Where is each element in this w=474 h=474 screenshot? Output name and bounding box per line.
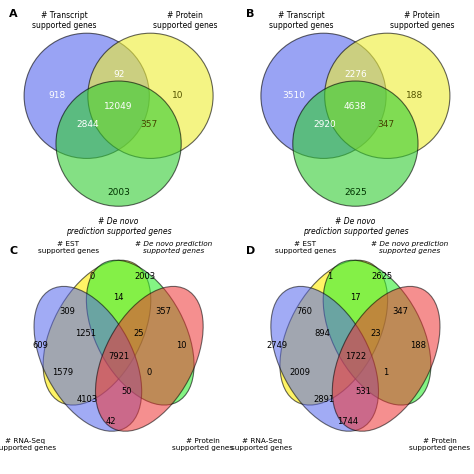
Ellipse shape (271, 286, 379, 431)
Text: 2891: 2891 (313, 395, 334, 404)
Text: 42: 42 (105, 417, 116, 426)
Text: 4638: 4638 (344, 101, 367, 110)
Text: A: A (9, 9, 18, 19)
Ellipse shape (34, 286, 142, 431)
Text: 1: 1 (383, 368, 389, 377)
Text: C: C (9, 246, 18, 256)
Circle shape (24, 33, 149, 158)
Text: # Transcript
supported genes: # Transcript supported genes (32, 11, 97, 30)
Text: 1579: 1579 (52, 368, 73, 377)
Text: 2009: 2009 (289, 368, 310, 377)
Text: # De novo prediction
supported genes: # De novo prediction supported genes (372, 241, 449, 254)
Text: # RNA-Seq
supported genes: # RNA-Seq supported genes (231, 438, 292, 451)
Text: 2003: 2003 (107, 188, 130, 197)
Text: 0: 0 (147, 368, 152, 377)
Text: 1: 1 (327, 273, 332, 282)
Ellipse shape (323, 260, 431, 405)
Text: # Protein
supported genes: # Protein supported genes (172, 438, 233, 451)
Ellipse shape (280, 260, 388, 405)
Text: 2003: 2003 (134, 273, 155, 282)
Text: 10: 10 (176, 341, 186, 350)
Text: # Protein
supported genes: # Protein supported genes (409, 438, 470, 451)
Text: 1722: 1722 (345, 352, 366, 361)
Text: 531: 531 (356, 387, 371, 396)
Text: 2920: 2920 (313, 120, 336, 129)
Circle shape (293, 81, 418, 206)
Text: 2749: 2749 (266, 341, 287, 350)
Text: B: B (246, 9, 255, 19)
Text: 92: 92 (113, 70, 124, 79)
Ellipse shape (43, 260, 151, 405)
Text: 347: 347 (378, 120, 395, 129)
Text: 347: 347 (392, 307, 408, 316)
Text: 10: 10 (172, 91, 183, 100)
Text: 2276: 2276 (344, 70, 367, 79)
Text: 17: 17 (350, 293, 361, 302)
Text: 1251: 1251 (75, 329, 96, 338)
Text: # Protein
supported genes: # Protein supported genes (390, 11, 454, 30)
Text: # De novo prediction
supported genes: # De novo prediction supported genes (135, 241, 212, 254)
Text: D: D (246, 246, 255, 256)
Text: # EST
supported genes: # EST supported genes (275, 241, 336, 254)
Text: 7921: 7921 (108, 352, 129, 361)
Text: 3510: 3510 (283, 91, 305, 100)
Ellipse shape (86, 260, 194, 405)
Text: # De novo
prediction supported genes: # De novo prediction supported genes (302, 217, 408, 237)
Text: 188: 188 (410, 341, 426, 350)
Circle shape (325, 33, 450, 158)
Circle shape (88, 33, 213, 158)
Text: 2625: 2625 (371, 273, 392, 282)
Text: # Transcript
supported genes: # Transcript supported genes (269, 11, 333, 30)
Text: 14: 14 (113, 293, 124, 302)
Text: 12049: 12049 (104, 101, 133, 110)
Circle shape (56, 81, 181, 206)
Text: 2625: 2625 (344, 188, 367, 197)
Text: 2844: 2844 (76, 120, 99, 129)
Text: 50: 50 (121, 387, 132, 396)
Text: # RNA-Seq
supported genes: # RNA-Seq supported genes (0, 438, 56, 451)
Text: # EST
supported genes: # EST supported genes (38, 241, 99, 254)
Text: # De novo
prediction supported genes: # De novo prediction supported genes (66, 217, 172, 237)
Text: 188: 188 (406, 91, 423, 100)
Text: 609: 609 (32, 341, 48, 350)
Text: 25: 25 (134, 329, 145, 338)
Text: 357: 357 (155, 307, 171, 316)
Ellipse shape (95, 286, 203, 431)
Text: 23: 23 (371, 329, 381, 338)
Text: 1744: 1744 (337, 417, 358, 426)
Circle shape (261, 33, 386, 158)
Text: 894: 894 (314, 329, 330, 338)
Ellipse shape (332, 286, 440, 431)
Text: 0: 0 (90, 273, 95, 282)
Text: 4103: 4103 (76, 395, 97, 404)
Text: 357: 357 (141, 120, 158, 129)
Text: 309: 309 (59, 307, 75, 316)
Text: # Protein
supported genes: # Protein supported genes (153, 11, 217, 30)
Text: 760: 760 (296, 307, 312, 316)
Text: 918: 918 (48, 91, 66, 100)
